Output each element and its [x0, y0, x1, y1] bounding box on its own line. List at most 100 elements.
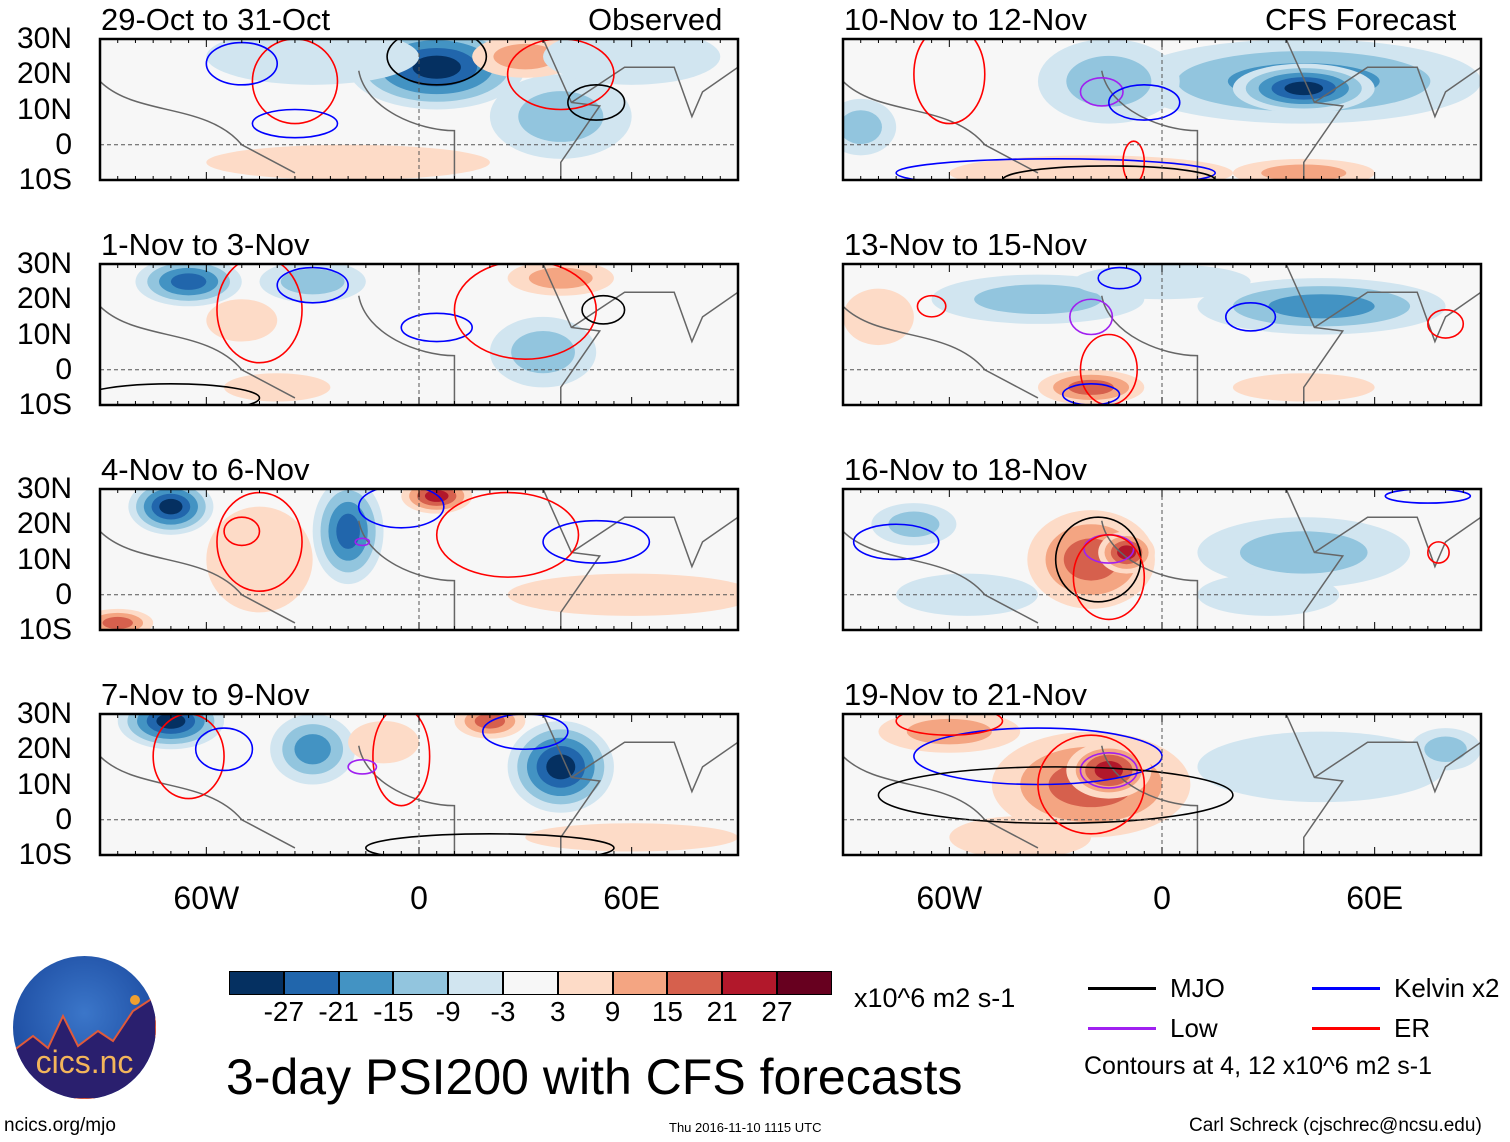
anomaly-shading — [348, 721, 419, 764]
anomaly-shading — [518, 91, 604, 142]
er-contour — [223, 516, 261, 547]
kelvin-contour — [542, 519, 651, 564]
colorbar-swatch — [722, 971, 777, 995]
lat-label: 30N — [16, 697, 72, 730]
colorbar-swatch — [229, 971, 284, 995]
panel-title: 10-Nov to 12-Nov — [844, 2, 1087, 37]
colorbar-tick-label: -27 — [263, 996, 305, 1027]
colorbar-tick-label: 27 — [761, 996, 793, 1027]
colorbar-tick-label: 9 — [604, 996, 621, 1027]
lon-label: 0 — [410, 880, 428, 916]
map-panel — [98, 37, 740, 182]
mjo-contour — [100, 383, 261, 405]
lon-label: 60E — [1346, 880, 1404, 916]
lat-label: 0 — [55, 802, 72, 836]
anomaly-shading — [206, 39, 419, 85]
er-contour — [372, 714, 431, 807]
figure-title: 3-day PSI200 with CFS forecasts — [226, 1049, 963, 1105]
legend-label: Kelvin x2 — [1394, 973, 1500, 1003]
low-contour — [347, 759, 378, 775]
mountain-icon — [13, 994, 156, 1099]
anomaly-shading — [1268, 294, 1375, 319]
anomaly-shading — [888, 511, 940, 537]
kelvin-contour — [251, 108, 339, 139]
anomaly-shading — [336, 513, 360, 549]
er-contour — [152, 714, 225, 800]
er-contour — [1427, 541, 1450, 564]
lon-label: 60E — [603, 880, 661, 916]
coastline — [100, 264, 738, 405]
anomaly-shading — [843, 288, 914, 346]
mjo-contour — [567, 84, 626, 121]
anomaly-shading — [294, 734, 331, 765]
anomaly-shading — [906, 718, 992, 745]
lat-label: 30N — [16, 472, 72, 505]
anomaly-shading — [1068, 379, 1114, 395]
anomaly-shading — [1066, 55, 1152, 107]
er-contour — [1427, 309, 1465, 339]
anomaly-shading — [1239, 531, 1368, 574]
logo-text: cics.nc — [35, 1044, 134, 1080]
colorbar-swatch — [777, 971, 832, 995]
kelvin-contour — [194, 727, 254, 772]
legend-line-kelvin — [1312, 987, 1380, 990]
lon-label: 60W — [916, 880, 983, 916]
observed-label: Observed — [588, 2, 723, 37]
kelvin-contour — [482, 714, 569, 751]
legend-label: Low — [1170, 1013, 1218, 1043]
anomaly-shading — [1094, 761, 1124, 780]
lat-label: 10S — [18, 613, 72, 646]
contour-note: Contours at 4, 12 x10^6 m2 s-1 — [1084, 1052, 1433, 1080]
anomaly-shading — [843, 110, 882, 145]
low-contour — [354, 537, 371, 547]
colorbar-tick-label: -15 — [373, 996, 414, 1027]
colorbar-swatch — [667, 971, 723, 995]
lat-label: 10N — [16, 92, 72, 126]
footer-url[interactable]: ncics.org/mjo — [4, 1115, 116, 1136]
panel-title: 1-Nov to 3-Nov — [101, 227, 310, 262]
panel-title: 16-Nov to 18-Nov — [844, 452, 1087, 487]
kelvin-contour — [1384, 489, 1472, 504]
anomaly-shading — [206, 299, 278, 342]
colorbar-tick-label: -3 — [490, 996, 516, 1027]
panel-title: 29-Oct to 31-Oct — [101, 2, 331, 37]
coastline — [100, 489, 738, 630]
lat-label: 0 — [55, 127, 72, 161]
colorbar-tick-label: 15 — [651, 996, 683, 1027]
lat-label: 10S — [18, 838, 72, 871]
panel-title: 19-Nov to 21-Nov — [844, 677, 1087, 712]
colorbar-swatch — [557, 971, 613, 995]
lat-label: 20N — [16, 507, 72, 541]
lon-label: 0 — [1153, 880, 1171, 916]
anomaly-shading — [206, 506, 313, 613]
mjo-contour — [877, 766, 1234, 825]
coastline — [843, 264, 1481, 405]
colorbar-tick-label: -9 — [435, 996, 461, 1027]
kelvin-contour — [357, 489, 445, 529]
anomaly-shading — [949, 816, 1092, 855]
er-contour — [216, 264, 303, 364]
anomaly-shading — [525, 823, 738, 852]
anomaly-shading — [546, 754, 576, 780]
er-contour — [506, 39, 615, 111]
panel-title: 4-Nov to 6-Nov — [101, 452, 310, 487]
map-panel — [841, 712, 1483, 857]
kelvin-contour — [1097, 266, 1142, 290]
anomaly-shading — [1424, 736, 1467, 762]
map-panel — [841, 262, 1483, 407]
map-panel — [841, 37, 1483, 182]
map-panel — [98, 712, 740, 857]
colorbar-swatch — [393, 971, 449, 995]
anomaly-shading — [1284, 81, 1324, 96]
kelvin-contour — [1108, 84, 1181, 121]
colorbar-tick-label: 3 — [550, 996, 566, 1027]
legend-label: MJO — [1170, 973, 1225, 1003]
anomaly-shading — [224, 373, 331, 402]
lat-label: 20N — [16, 57, 72, 91]
lat-label: 10S — [18, 388, 72, 421]
legend-line-mjo — [1088, 987, 1156, 990]
colorbar-tick-label: -21 — [318, 996, 359, 1027]
forecast-label: CFS Forecast — [1265, 2, 1457, 37]
er-contour — [916, 294, 947, 318]
